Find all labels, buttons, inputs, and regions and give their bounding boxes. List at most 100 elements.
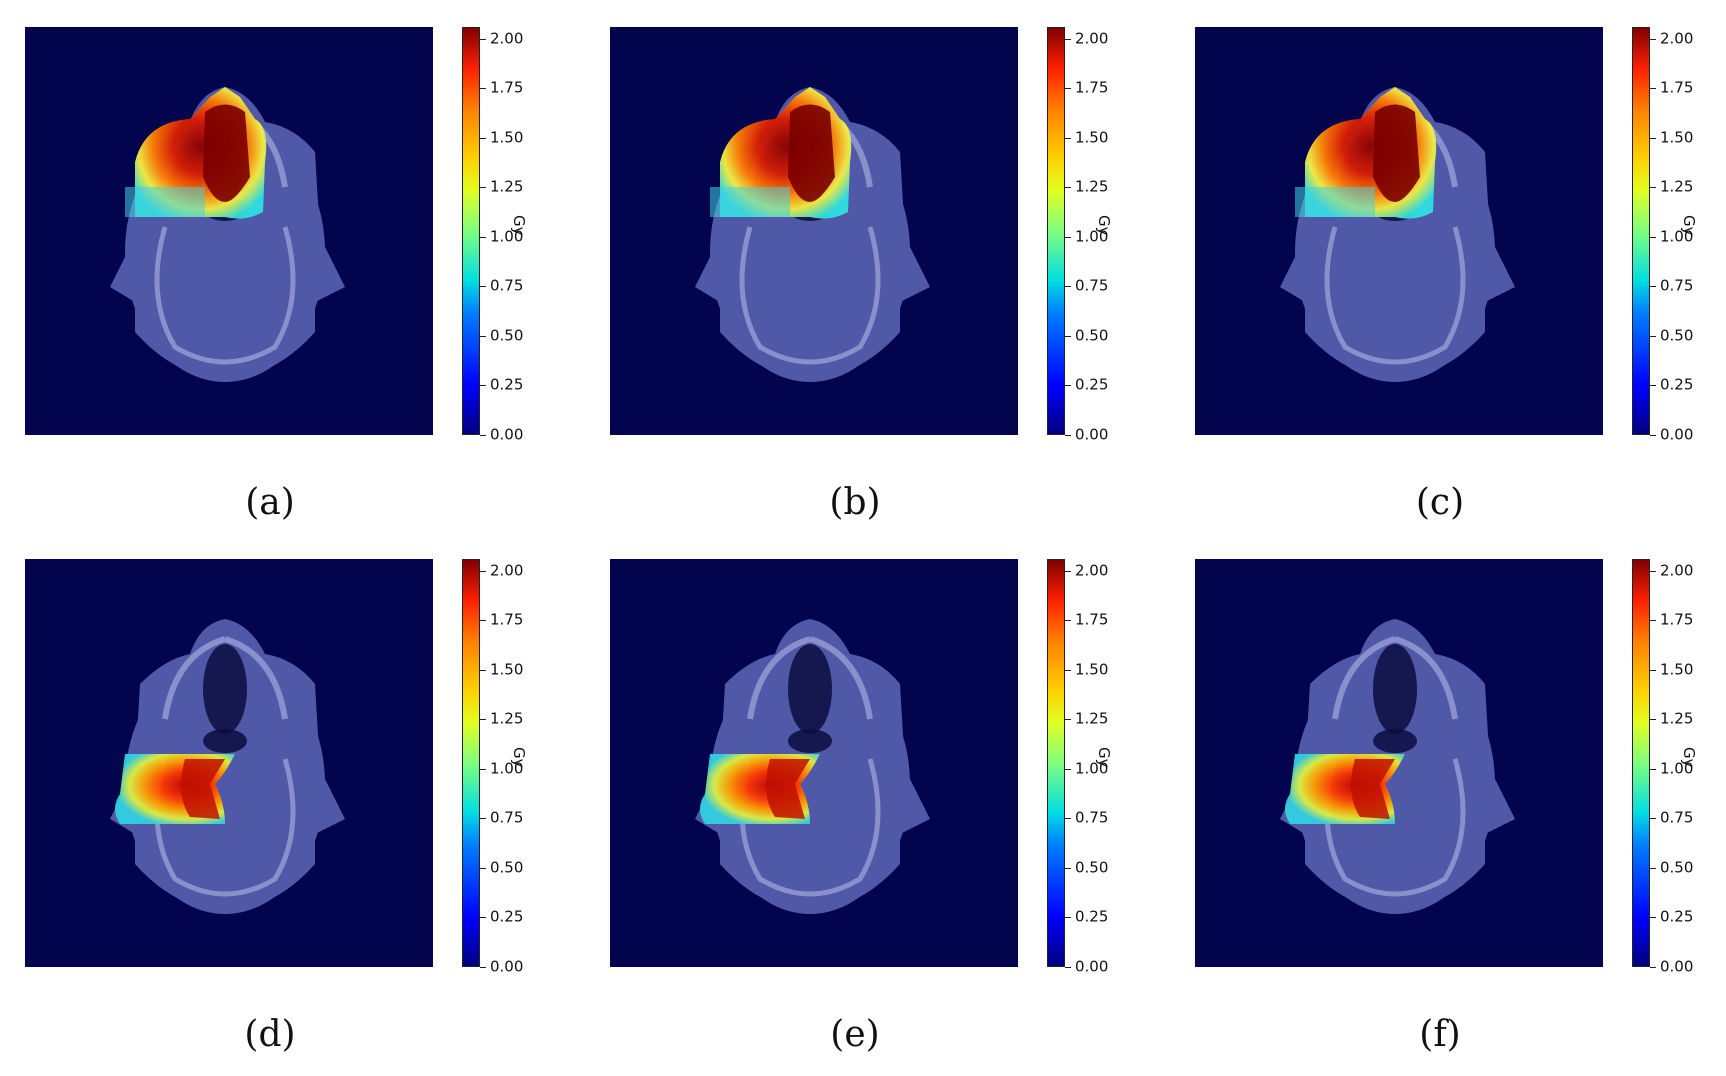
colorbar-tick	[1650, 385, 1656, 387]
colorbar-tick-label: 1.75	[1075, 610, 1109, 629]
colorbar-tick-label: 0.50	[1075, 858, 1109, 877]
colorbar-tick-label: 1.00	[1660, 227, 1694, 246]
colorbar-tick-label: 0.50	[490, 326, 524, 345]
colorbar-tick	[1065, 435, 1071, 436]
colorbar-tick	[480, 917, 486, 919]
colorbar-tick	[1065, 286, 1071, 288]
colorbar-tick	[1650, 867, 1656, 869]
colorbar-tick-label: 0.00	[1660, 957, 1694, 976]
colorbar-tick	[1065, 669, 1071, 671]
colorbar-tick-label: 0.00	[1075, 957, 1109, 976]
colorbar-tick-label: 2.00	[1660, 561, 1694, 580]
colorbar-tick	[480, 669, 486, 671]
colorbar-tick	[1650, 236, 1656, 238]
colorbar-tick-label: 0.25	[1660, 375, 1694, 394]
colorbar-tick-label: 0.25	[490, 907, 524, 926]
colorbar-tick-label: 0.50	[1660, 858, 1694, 877]
panel-caption: (b)	[829, 482, 881, 523]
colorbar-tick	[480, 335, 486, 337]
colorbar-tick-label: 1.25	[1075, 709, 1109, 728]
colorbar-tick	[1065, 768, 1071, 770]
panel-caption: (a)	[245, 482, 295, 523]
colorbar-tick	[1065, 38, 1071, 40]
colorbar-tick-label: 0.50	[1075, 326, 1109, 345]
colorbar-unit-label: Gy	[1095, 747, 1113, 768]
colorbar-tick-label: 1.50	[1075, 660, 1109, 679]
colorbar-tick-label: 1.00	[1075, 759, 1109, 778]
colorbar-tick	[480, 818, 486, 820]
colorbar-tick-label: 0.75	[490, 276, 524, 295]
colorbar-tick-label: 1.25	[490, 709, 524, 728]
colorbar-tick	[480, 137, 486, 139]
panel-caption: (d)	[244, 1014, 296, 1055]
colorbar-tick	[1650, 917, 1656, 919]
dose-panel: 0.00 0.25 0.50 0.75 1.00 1.25 1.50 1.75 2.00 Gy (b…	[585, 0, 1145, 530]
colorbar-unit-label: Gy	[510, 747, 528, 768]
colorbar-tick-label: 1.50	[490, 660, 524, 679]
colorbar	[462, 27, 480, 435]
colorbar-tick	[1650, 570, 1656, 572]
colorbar-tick	[1065, 570, 1071, 572]
colorbar-tick	[1065, 818, 1071, 820]
panel-caption: (c)	[1415, 482, 1465, 523]
colorbar-tick-label: 1.50	[1075, 128, 1109, 147]
colorbar-tick	[480, 768, 486, 770]
colorbar-tick-label: 1.75	[490, 78, 524, 97]
dose-panel: 0.00 0.25 0.50 0.75 1.00 1.25 1.50 1.75 2.00 Gy (a…	[0, 0, 560, 530]
colorbar-tick-label: 1.00	[1660, 759, 1694, 778]
colorbar-tick-label: 1.25	[490, 177, 524, 196]
colorbar-tick	[480, 570, 486, 572]
colorbar-tick-label: 1.75	[1660, 78, 1694, 97]
colorbar-tick	[1650, 818, 1656, 820]
colorbar-tick-label: 2.00	[490, 561, 524, 580]
colorbar-tick	[480, 236, 486, 238]
dose-overlay-image	[1195, 27, 1603, 435]
colorbar-tick	[480, 187, 486, 189]
dose-panel: 0.00 0.25 0.50 0.75 1.00 1.25 1.50 1.75 2.00 Gy (d…	[0, 532, 560, 1062]
colorbar-tick-label: 0.25	[1075, 907, 1109, 926]
colorbar-tick-label: 1.75	[1075, 78, 1109, 97]
dose-overlay-image	[1195, 559, 1603, 967]
dose-panel: 0.00 0.25 0.50 0.75 1.00 1.25 1.50 1.75 2.00 Gy (e…	[585, 532, 1145, 1062]
colorbar-tick	[1065, 719, 1071, 721]
colorbar-tick	[1650, 286, 1656, 288]
colorbar-tick-label: 1.50	[1660, 128, 1694, 147]
colorbar-tick	[1065, 187, 1071, 189]
colorbar-unit-label: Gy	[1680, 747, 1698, 768]
colorbar-tick	[1065, 236, 1071, 238]
colorbar-tick	[1065, 137, 1071, 139]
colorbar-tick-label: 0.00	[490, 425, 524, 444]
dose-panel: 0.00 0.25 0.50 0.75 1.00 1.25 1.50 1.75 2.00 Gy (f…	[1170, 532, 1726, 1062]
colorbar	[1047, 559, 1065, 967]
colorbar-tick-label: 0.00	[1075, 425, 1109, 444]
colorbar-tick-label: 1.50	[1660, 660, 1694, 679]
colorbar-tick	[480, 620, 486, 622]
panel-caption: (f)	[1419, 1014, 1461, 1055]
colorbar-tick	[480, 286, 486, 288]
colorbar-tick-label: 1.00	[490, 759, 524, 778]
colorbar-tick-label: 1.25	[1660, 709, 1694, 728]
colorbar-tick-label: 1.00	[1075, 227, 1109, 246]
colorbar-tick	[480, 867, 486, 869]
colorbar-tick-label: 0.75	[490, 808, 524, 827]
colorbar-tick-label: 2.00	[1660, 29, 1694, 48]
colorbar-tick	[480, 88, 486, 90]
colorbar-tick	[1650, 435, 1656, 436]
colorbar-tick-label: 0.25	[490, 375, 524, 394]
colorbar-tick-label: 0.75	[1075, 276, 1109, 295]
colorbar-tick	[480, 385, 486, 387]
colorbar-tick	[1650, 88, 1656, 90]
colorbar-tick	[1650, 669, 1656, 671]
colorbar-tick-label: 1.75	[1660, 610, 1694, 629]
colorbar-tick-label: 2.00	[490, 29, 524, 48]
colorbar-tick	[1065, 620, 1071, 622]
colorbar-tick	[1650, 187, 1656, 189]
colorbar-tick-label: 0.00	[1660, 425, 1694, 444]
dose-overlay-image	[25, 559, 433, 967]
colorbar-tick	[1065, 917, 1071, 919]
dose-overlay-image	[610, 27, 1018, 435]
colorbar-tick-label: 1.50	[490, 128, 524, 147]
colorbar-tick-label: 1.25	[1075, 177, 1109, 196]
dose-panel: 0.00 0.25 0.50 0.75 1.00 1.25 1.50 1.75 2.00 Gy (c…	[1170, 0, 1726, 530]
colorbar-tick	[1650, 620, 1656, 622]
